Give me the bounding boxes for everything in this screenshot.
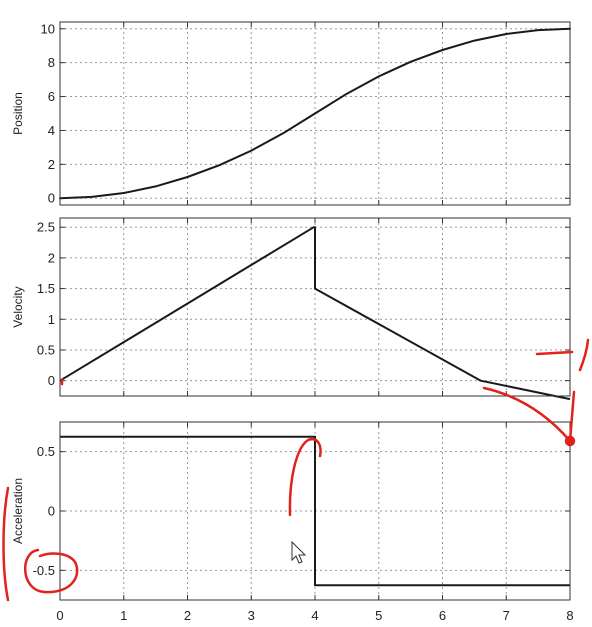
acceleration-plot: -0.5 0 0.5 0 1 2 3 4 5 6 7 8 Acceleration: [11, 421, 574, 623]
velocity-ytick-label-1: 0.5: [37, 342, 55, 357]
acceleration-xtick-label-0: 0: [56, 608, 63, 623]
position-series-line: [59, 27, 571, 200]
acceleration-xtick-label-5: 5: [375, 608, 382, 623]
acceleration-frame: [59, 421, 571, 601]
velocity-series-line: [59, 226, 571, 401]
position-ytick-label-5: 10: [41, 21, 55, 36]
acceleration-xtick-label-8: 8: [566, 608, 573, 623]
position-ytick-label-1: 2: [48, 157, 55, 172]
mouse-cursor-icon: [291, 540, 307, 564]
position-ytick-label-3: 6: [48, 89, 55, 104]
position-plot: 0 2 4 6 8 10 Position: [11, 21, 571, 206]
velocity-plot: 0 0.5 1 1.5 2 2.5 Velocity: [11, 217, 571, 401]
acceleration-ytick-label-1: 0: [48, 504, 55, 519]
position-ytick-label-0: 0: [48, 191, 55, 206]
annotation-circle: [23, 548, 79, 594]
acceleration-xtick-label-3: 3: [248, 608, 255, 623]
red-pen-annotations: [2, 338, 590, 602]
annotation-stroke-vertical: [568, 390, 576, 443]
acceleration-xtick-label-1: 1: [120, 608, 127, 623]
annotation-bracket: [2, 486, 10, 602]
velocity-frame: [59, 217, 571, 397]
acceleration-xtick-label-4: 4: [311, 608, 318, 623]
velocity-ylabel: Velocity: [11, 286, 25, 327]
velocity-ytick-label-2: 1: [48, 312, 55, 327]
position-frame: [59, 21, 571, 206]
annotation-stroke-hook-top: [288, 437, 322, 517]
position-ylabel: Position: [11, 92, 25, 135]
acceleration-ytick-label-0: -0.5: [33, 563, 55, 578]
velocity-ytick-label-5: 2.5: [37, 220, 55, 235]
acceleration-series-line: [60, 435, 570, 587]
position-ytick-label-4: 8: [48, 55, 55, 70]
position-ytick-label-2: 4: [48, 123, 55, 138]
annotation-stroke-hook: [578, 338, 590, 372]
acceleration-xtick-label-7: 7: [503, 608, 510, 623]
acceleration-xtick-label-2: 2: [184, 608, 191, 623]
annotation-stroke-curve: [482, 386, 572, 443]
velocity-ytick-label-3: 1.5: [37, 281, 55, 296]
acceleration-ytick-label-2: 0.5: [37, 444, 55, 459]
velocity-ytick-label-4: 2: [48, 250, 55, 265]
velocity-ytick-label-0: 0: [48, 373, 55, 388]
acceleration-xtick-label-6: 6: [439, 608, 446, 623]
annotation-stroke-arrow: [535, 350, 574, 356]
acceleration-ylabel: Acceleration: [11, 478, 25, 544]
